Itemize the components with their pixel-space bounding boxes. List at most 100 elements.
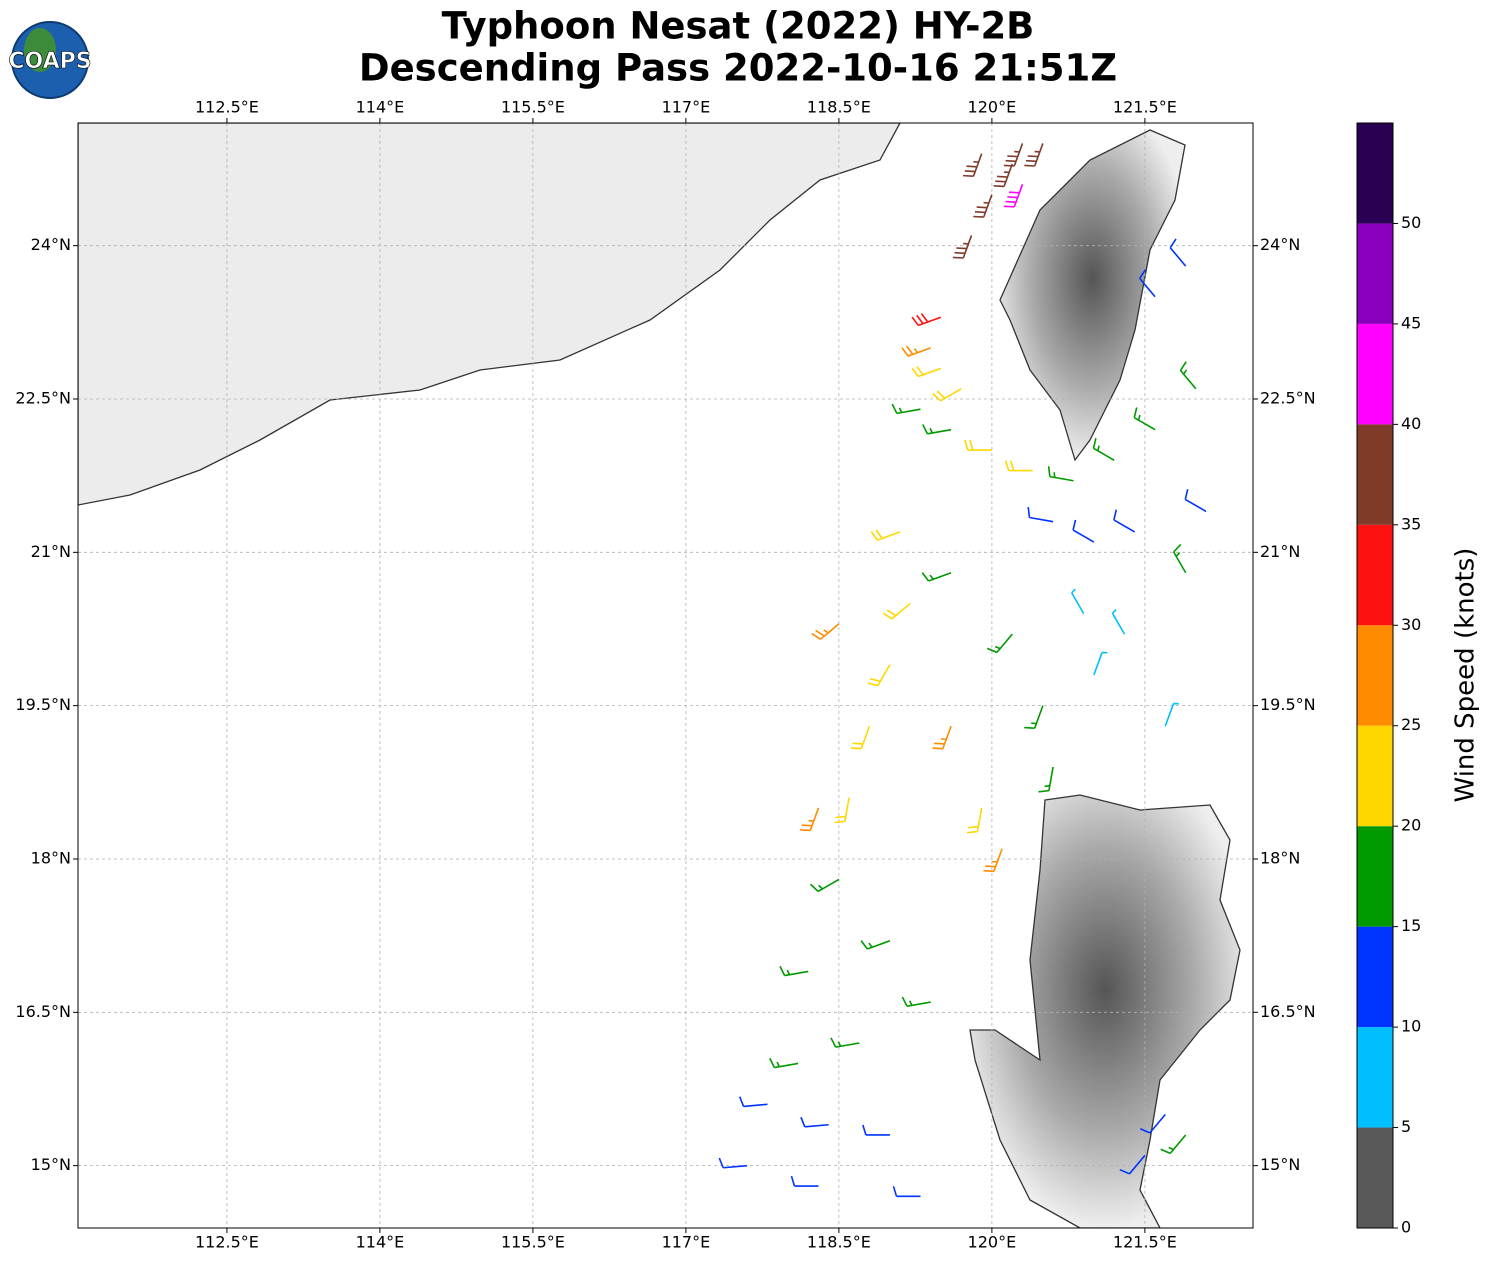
lon-label: 112.5°E	[195, 98, 259, 117]
wind-barb	[870, 529, 901, 541]
lat-label: 18°N	[1260, 848, 1300, 867]
lon-label: 118.5°E	[807, 1233, 871, 1252]
lon-label: 114°E	[356, 98, 405, 117]
wind-barb	[1169, 238, 1187, 267]
wind-barb	[834, 797, 850, 824]
wind-barb	[1164, 702, 1179, 727]
lon-label: 117°E	[662, 1233, 711, 1252]
wind-barb	[1024, 143, 1044, 167]
colorbar-tick-label: 35	[1401, 514, 1421, 533]
lon-label: 118.5°E	[807, 98, 871, 117]
wind-barb	[799, 807, 820, 832]
wind-barb	[1093, 651, 1108, 676]
wind-barb	[964, 439, 992, 451]
wind-barb	[790, 1175, 819, 1187]
wind-barb	[892, 1186, 921, 1198]
wind-barb	[1111, 608, 1126, 635]
lat-label: 24°N	[31, 235, 71, 254]
logo-text: COAPS	[8, 49, 91, 74]
colorbar-segment	[1357, 725, 1393, 827]
wind-barbs	[718, 143, 1207, 1198]
land	[78, 123, 1241, 1228]
wind-barb	[911, 365, 942, 378]
colorbar-tick-label: 0	[1401, 1218, 1411, 1237]
title-line: Typhoon Nesat (2022) HY-2B	[442, 5, 1035, 48]
wind-barb	[867, 664, 891, 687]
wind-barb	[891, 403, 921, 415]
wind-barb	[882, 602, 911, 620]
lon-label: 117°E	[662, 98, 711, 117]
lon-label: 121.5°E	[1113, 98, 1177, 117]
wind-barb	[1004, 460, 1033, 472]
wind-barb	[932, 725, 952, 750]
colorbar-segment	[1357, 926, 1393, 1028]
wind-barb	[901, 996, 931, 1008]
wind-barb	[986, 633, 1013, 654]
wind-barb	[809, 878, 840, 893]
colorbar-segment	[1357, 524, 1393, 626]
wind-barb	[932, 388, 962, 402]
map-layer: 112.5°E 112.5°E 114°E 114°E 115.5°E 115.5°E 11…	[15, 98, 1421, 1252]
wind-barb	[967, 807, 983, 834]
colorbar-segment	[1357, 1127, 1393, 1228]
wind-barb	[1133, 407, 1156, 431]
lat-label: 19.5°N	[15, 695, 71, 714]
wind-barb	[983, 848, 1003, 873]
colorbar-segment	[1357, 826, 1393, 927]
wind-barb	[911, 313, 942, 327]
wind-barb	[862, 1124, 890, 1136]
lon-label: 120°E	[968, 98, 1017, 117]
colorbar-tick-label: 30	[1401, 615, 1421, 634]
wind-barb	[1113, 509, 1136, 533]
lat-label: 21°N	[1260, 542, 1300, 561]
colorbar-tick-label: 25	[1401, 715, 1421, 734]
colorbar-tick-label: 10	[1401, 1017, 1421, 1036]
colorbar-tick-label: 20	[1401, 816, 1421, 835]
wind-barb	[973, 194, 993, 218]
wind-barb	[718, 1157, 748, 1169]
lat-label: 18°N	[31, 848, 71, 867]
wind-barb	[1072, 519, 1095, 543]
lon-label: 120°E	[968, 1233, 1017, 1252]
wind-barb	[963, 153, 983, 178]
wind-barb	[1003, 184, 1024, 208]
lon-label: 114°E	[356, 1233, 405, 1252]
colorbar-segment	[1357, 323, 1393, 425]
wind-barb	[1024, 705, 1044, 730]
wind-barb	[860, 940, 891, 950]
wind-barb	[738, 1096, 768, 1108]
logo: COAPS	[8, 21, 92, 99]
colorbar-segment	[1357, 123, 1393, 224]
lat-label: 19.5°N	[1260, 695, 1316, 714]
lat-label: 16.5°N	[15, 1002, 71, 1021]
title-line: Descending Pass 2022-10-16 21:51Z	[359, 47, 1117, 90]
lon-label: 112.5°E	[195, 1233, 259, 1252]
wind-barb	[800, 1116, 829, 1128]
wind-barb	[1138, 269, 1156, 298]
colorbar-segment	[1357, 625, 1393, 726]
wind-barb	[1172, 543, 1187, 574]
lon-label: 115.5°E	[501, 1233, 565, 1252]
wind-barb	[779, 965, 809, 977]
wind-barb	[1179, 361, 1197, 390]
wind-barb	[922, 424, 952, 435]
lat-label: 24°N	[1260, 235, 1300, 254]
wind-barb	[1070, 588, 1085, 615]
wind-barb	[830, 1037, 860, 1048]
lat-label: 22.5°N	[15, 388, 71, 407]
wind-barb	[850, 725, 871, 750]
colorbar-tick-label: 5	[1401, 1117, 1411, 1136]
colorbar-segment	[1357, 1027, 1393, 1128]
colorbar-tick-label: 50	[1401, 213, 1421, 232]
lat-label: 16.5°N	[1260, 1002, 1316, 1021]
lat-label: 22.5°N	[1260, 388, 1316, 407]
wind-barb	[769, 1057, 799, 1069]
lat-label: 21°N	[31, 542, 71, 561]
wind-barb	[952, 235, 973, 259]
wind-barb	[1184, 489, 1207, 513]
wind-barb	[921, 572, 952, 582]
wind-barb	[1139, 1114, 1166, 1134]
wind-barb	[1047, 466, 1074, 482]
wind-barb	[1003, 143, 1024, 167]
